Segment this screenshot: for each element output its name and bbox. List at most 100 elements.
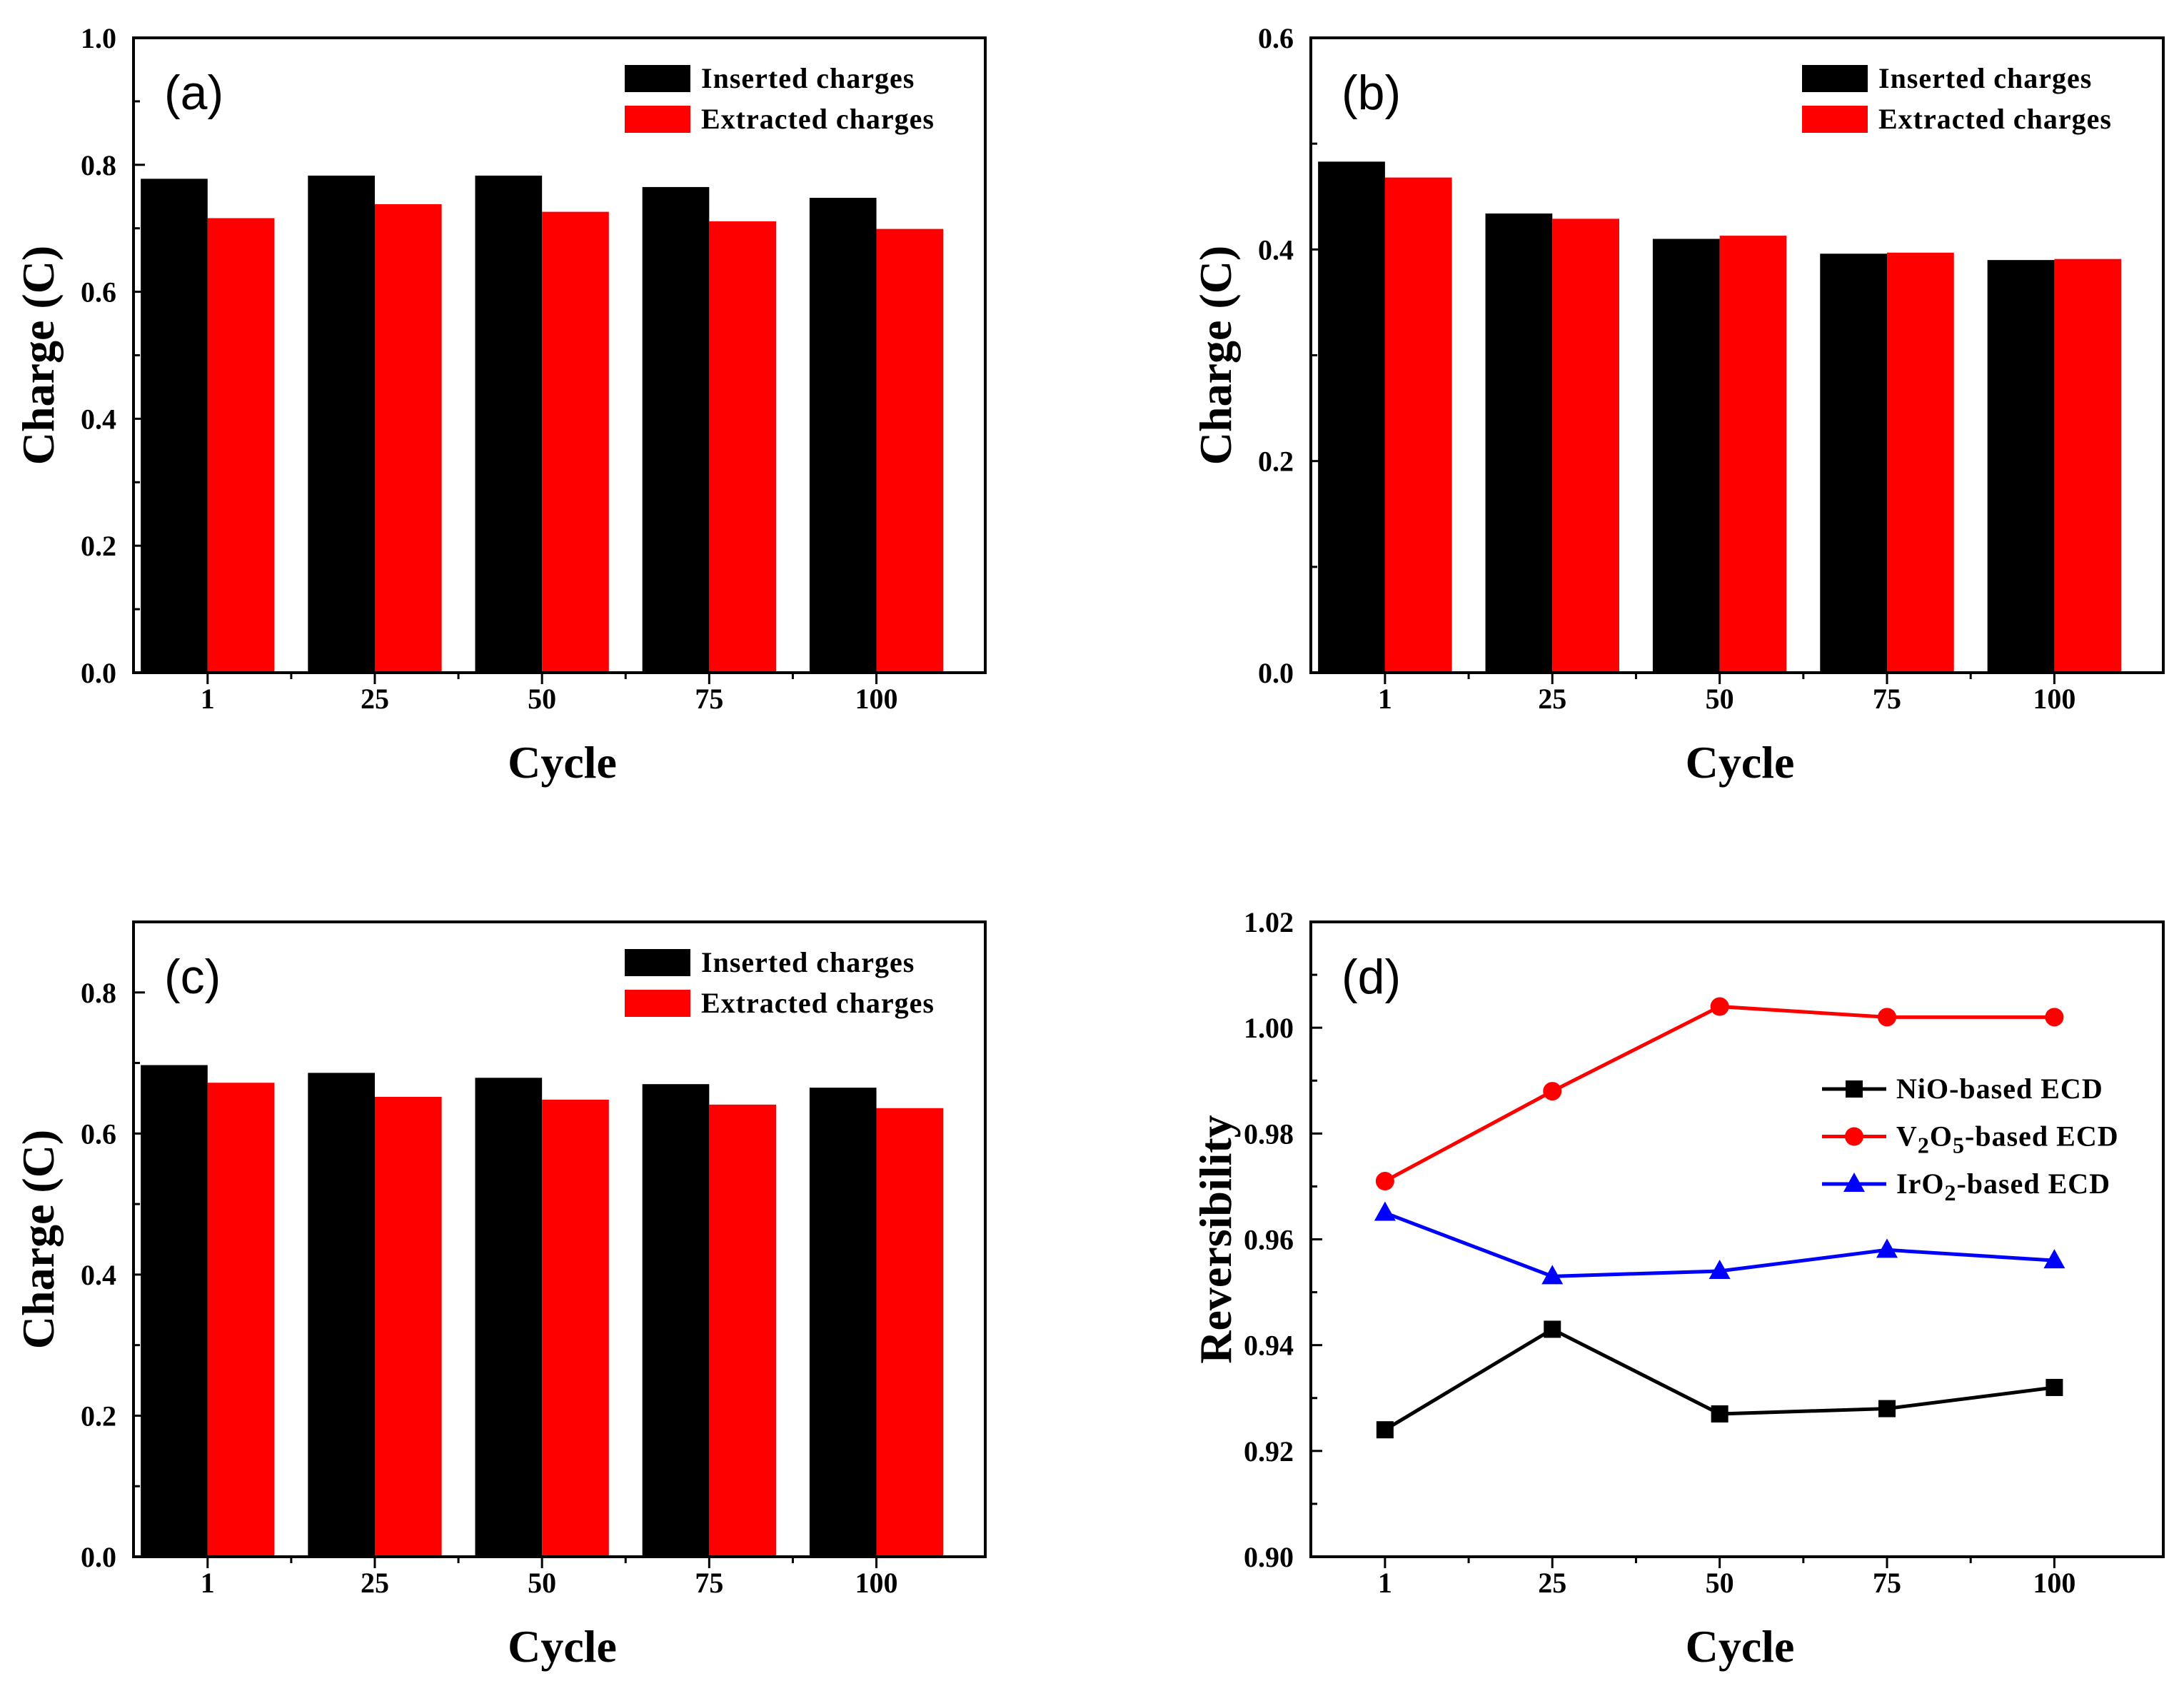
- data-point: [1376, 1421, 1394, 1439]
- inserted-bar: [1485, 213, 1553, 673]
- data-point: [1876, 1238, 1898, 1258]
- y-tick-label: 0.2: [81, 1400, 116, 1432]
- legend-swatch: [1802, 65, 1868, 92]
- data-point: [2045, 1378, 2063, 1396]
- x-tick-label: 25: [361, 683, 389, 715]
- x-axis-title: Cycle: [508, 737, 617, 788]
- extracted-bar: [542, 1099, 609, 1557]
- panel-label: (d): [1342, 950, 1401, 1004]
- y-tick-label: 0.8: [81, 149, 116, 181]
- extracted-bar: [207, 218, 275, 673]
- y-tick-label: 1.0: [81, 22, 116, 54]
- y-axis-title: Charge (C): [13, 246, 64, 465]
- x-tick-label: 75: [1873, 683, 1901, 715]
- y-axis-title: Charge (C): [13, 1130, 64, 1349]
- inserted-bar: [475, 1078, 543, 1557]
- y-tick-label: 1.02: [1244, 906, 1294, 938]
- y-tick-label: 0.94: [1244, 1330, 1294, 1362]
- panel-label: (c): [164, 950, 221, 1004]
- extracted-bar: [374, 1096, 442, 1557]
- data-point: [2045, 1008, 2064, 1027]
- extracted-bar: [207, 1083, 275, 1557]
- panel-a: 0.0 0.2 0.4 0.6 0.8 1.0 1 25 50 75 100 Inserted cha…: [13, 22, 987, 788]
- inserted-bar: [475, 175, 543, 673]
- y-tick-label: 0.2: [81, 530, 116, 562]
- y-tick-label: 0.4: [1258, 234, 1294, 266]
- plot-frame: [132, 920, 987, 1558]
- extracted-bar: [709, 1104, 776, 1557]
- data-point: [1878, 1400, 1896, 1417]
- inserted-bar: [141, 1065, 208, 1557]
- y-tick-label: 0.2: [1258, 446, 1294, 478]
- x-axis-title: Cycle: [508, 1621, 617, 1672]
- x-tick-label: 100: [855, 683, 898, 715]
- y-axis-title: Reversibility: [1190, 1115, 1241, 1363]
- legend-swatch: [625, 990, 690, 1017]
- extracted-bar: [1887, 252, 1954, 673]
- legend-label: Inserted charges: [701, 62, 915, 94]
- legend-swatch: [625, 65, 690, 92]
- legend-label: V2O5-based ECD: [1896, 1120, 2119, 1158]
- x-tick-label: 100: [2033, 683, 2075, 715]
- inserted-bar: [1652, 239, 1720, 673]
- x-tick-label: 1: [201, 1567, 215, 1599]
- extracted-bar: [876, 1108, 944, 1557]
- panel-label: (a): [164, 66, 223, 120]
- legend-marker: [1845, 1127, 1863, 1146]
- data-point: [1711, 1405, 1728, 1422]
- x-tick-label: 50: [528, 683, 556, 715]
- legend-label: Extracted charges: [701, 987, 935, 1019]
- y-tick-label: 0.0: [1258, 657, 1294, 689]
- x-tick-label: 25: [1538, 1567, 1566, 1599]
- legend-label: IrO2-based ECD: [1896, 1168, 2110, 1205]
- x-tick-label: 1: [1378, 683, 1392, 715]
- data-point: [1710, 997, 1729, 1016]
- inserted-bar: [642, 186, 710, 673]
- x-tick-label: 25: [361, 1567, 389, 1599]
- legend-marker: [1846, 1080, 1863, 1098]
- legend-label: Inserted charges: [1878, 62, 2092, 94]
- y-tick-label: 0.90: [1244, 1541, 1294, 1573]
- panel-d: 0.90 0.92 0.94 0.96 0.98 1.00 1.02 1 25 50 75 100 Ni…: [1190, 906, 2165, 1672]
- extracted-bar: [374, 204, 442, 673]
- y-tick-label: 0.98: [1244, 1118, 1294, 1150]
- data-point: [1878, 1008, 1897, 1027]
- y-tick-label: 0.6: [81, 1118, 116, 1150]
- x-tick-label: 1: [1378, 1567, 1392, 1599]
- x-tick-label: 75: [695, 1567, 723, 1599]
- data-point: [1709, 1259, 1731, 1279]
- x-tick-label: 100: [855, 1567, 898, 1599]
- plot-frame: [1309, 920, 2165, 1558]
- inserted-bar: [809, 198, 877, 673]
- inserted-bar: [1820, 254, 1888, 673]
- extracted-bar: [1552, 219, 1619, 673]
- panel-label: (b): [1342, 66, 1401, 120]
- extracted-bar: [709, 221, 776, 673]
- x-tick-label: 25: [1538, 683, 1566, 715]
- y-tick-label: 0.96: [1244, 1224, 1294, 1256]
- legend-label: Extracted charges: [1878, 103, 2112, 135]
- inserted-bar: [308, 175, 375, 673]
- x-tick-label: 75: [1873, 1567, 1901, 1599]
- extracted-bar: [1384, 177, 1452, 673]
- legend-label: NiO-based ECD: [1896, 1073, 2103, 1105]
- y-tick-label: 0.0: [81, 1541, 116, 1573]
- plot-frame: [1309, 36, 2165, 674]
- y-tick-label: 0.4: [81, 403, 116, 435]
- panel-b: 0.0 0.2 0.4 0.6 1 25 50 75 100 Inserted charges Ex…: [1190, 22, 2165, 788]
- legend-swatch: [1802, 106, 1868, 133]
- panel-c: 0.0 0.2 0.4 0.6 0.8 1 25 50 75 100 Inserted charge…: [13, 920, 987, 1672]
- legend-marker: [1843, 1173, 1865, 1192]
- y-tick-label: 1.00: [1244, 1012, 1294, 1044]
- x-tick-label: 100: [2033, 1567, 2075, 1599]
- x-tick-label: 75: [695, 683, 723, 715]
- data-point: [1541, 1265, 1564, 1285]
- y-tick-label: 0.4: [81, 1259, 116, 1291]
- data-point: [1374, 1201, 1396, 1221]
- inserted-bar: [642, 1084, 710, 1557]
- x-axis-title: Cycle: [1686, 737, 1795, 788]
- legend-swatch: [625, 106, 690, 133]
- y-tick-label: 0.92: [1244, 1435, 1294, 1467]
- data-point: [1543, 1082, 1562, 1101]
